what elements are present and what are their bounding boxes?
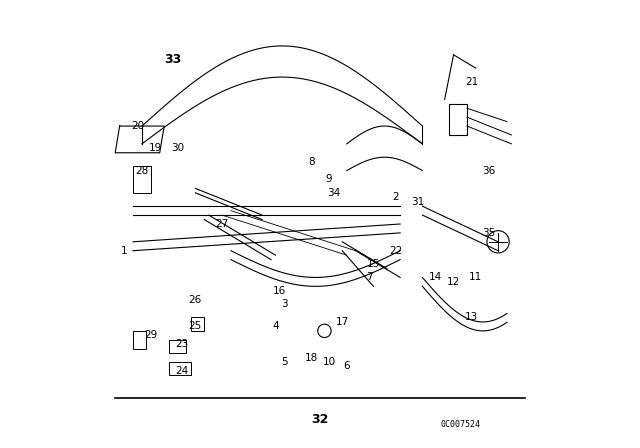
Text: 11: 11 [469,272,483,282]
Text: 19: 19 [148,143,162,153]
Text: 7: 7 [365,272,372,282]
Text: 13: 13 [465,313,478,323]
Bar [133,166,151,193]
Bar [191,318,204,331]
Text: 15: 15 [367,259,380,269]
Text: 18: 18 [305,353,317,362]
Text: 24: 24 [175,366,189,376]
Text: 16: 16 [273,286,287,296]
Text: 17: 17 [335,317,349,327]
Bar [449,104,467,135]
Bar [168,362,191,375]
Text: 30: 30 [171,143,184,153]
Text: 2: 2 [392,192,399,202]
Text: 22: 22 [389,246,403,256]
Text: 4: 4 [272,321,279,332]
Text: 34: 34 [327,188,340,198]
Text: 8: 8 [308,157,314,167]
Text: 33: 33 [164,53,182,66]
Text: 29: 29 [144,330,157,340]
Text: 3: 3 [281,299,288,309]
Text: 0C007524: 0C007524 [440,420,480,429]
Text: 14: 14 [429,272,442,282]
Text: 9: 9 [326,174,332,185]
Text: 26: 26 [189,295,202,305]
Text: 28: 28 [135,166,148,176]
Text: 20: 20 [131,121,144,131]
Text: 12: 12 [447,277,460,287]
Text: 36: 36 [483,166,496,176]
Bar [168,340,186,353]
Text: 35: 35 [483,228,496,238]
Text: 23: 23 [175,339,189,349]
Text: 5: 5 [281,357,288,367]
Bar [133,331,147,349]
Text: 1: 1 [121,246,127,256]
Text: 10: 10 [323,357,335,367]
Text: 25: 25 [189,321,202,332]
Text: 21: 21 [465,77,478,86]
Text: 31: 31 [412,197,424,207]
Text: 6: 6 [344,362,350,371]
Text: 27: 27 [216,219,228,229]
Text: 32: 32 [311,414,329,426]
